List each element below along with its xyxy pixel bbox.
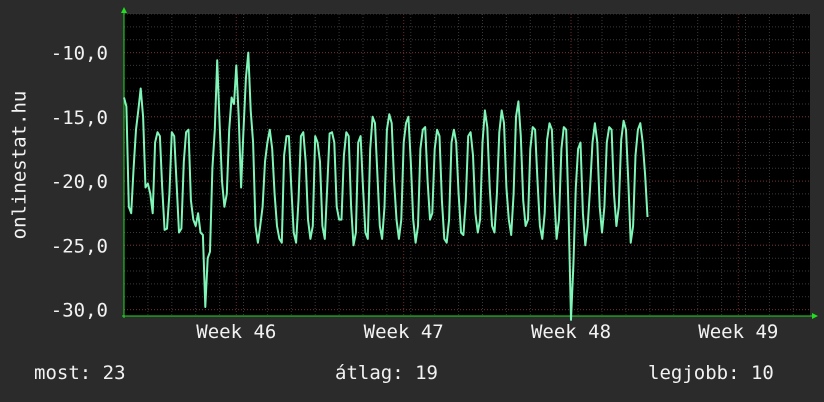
x-tick-label: Week 46 (196, 321, 276, 343)
axes (121, 7, 818, 319)
x-tick-label: Week 49 (698, 321, 778, 343)
x-axis-ticks: Week 46 Week 47 Week 48 Week 49 (196, 321, 778, 343)
y-tick-label: -20,0 (51, 171, 108, 193)
stat-now: most: 23 (34, 362, 126, 384)
stat-best: legjobb: 10 (648, 362, 774, 384)
y-axis-label: onlinestat.hu (9, 91, 31, 240)
y-axis-arrow (121, 7, 127, 13)
stat-average: átlag: 19 (335, 362, 438, 384)
y-tick-label: -25,0 (51, 235, 108, 257)
x-axis-arrow (812, 313, 818, 319)
x-tick-label: Week 48 (531, 321, 611, 343)
y-tick-label: -15,0 (51, 107, 108, 129)
y-tick-label: -10,0 (51, 43, 108, 65)
series-line (123, 51, 649, 321)
y-axis-ticks: -10,0 -15,0 -20,0 -25,0 -30,0 (51, 43, 108, 322)
x-tick-label: Week 47 (364, 321, 444, 343)
y-tick-label: -30,0 (51, 300, 108, 322)
